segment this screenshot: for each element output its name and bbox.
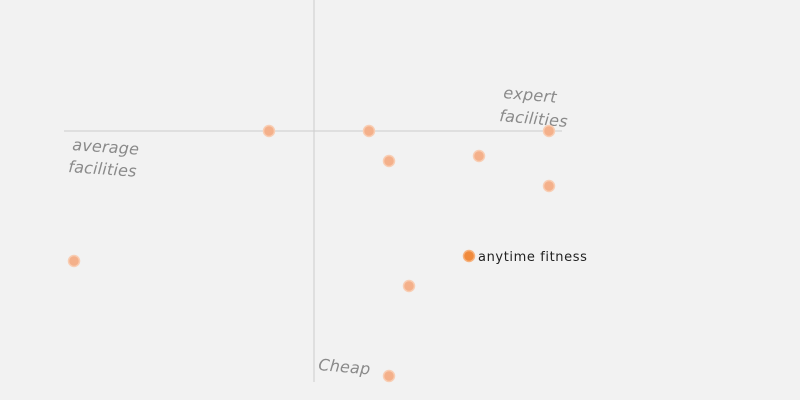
data-points: anytime fitness: [67, 124, 587, 383]
data-point[interactable]: [67, 254, 81, 268]
data-point[interactable]: [382, 154, 396, 168]
axis-label-right-line-1: expert: [503, 83, 558, 107]
axis-label-bottom: Cheap: [318, 355, 372, 378]
data-point[interactable]: [472, 149, 486, 163]
data-point[interactable]: [542, 124, 556, 138]
data-point[interactable]: [542, 179, 556, 193]
data-point-label: anytime fitness: [478, 250, 587, 265]
data-point-highlighted[interactable]: [462, 249, 476, 263]
data-point[interactable]: [402, 279, 416, 293]
axis-label-right-line-2: facilities: [499, 106, 569, 131]
data-point[interactable]: [262, 124, 276, 138]
data-point[interactable]: [362, 124, 376, 138]
axis-label-left-line-2: facilities: [68, 157, 138, 181]
data-point[interactable]: [382, 369, 396, 383]
axis-label-left-line-1: average: [72, 135, 140, 159]
